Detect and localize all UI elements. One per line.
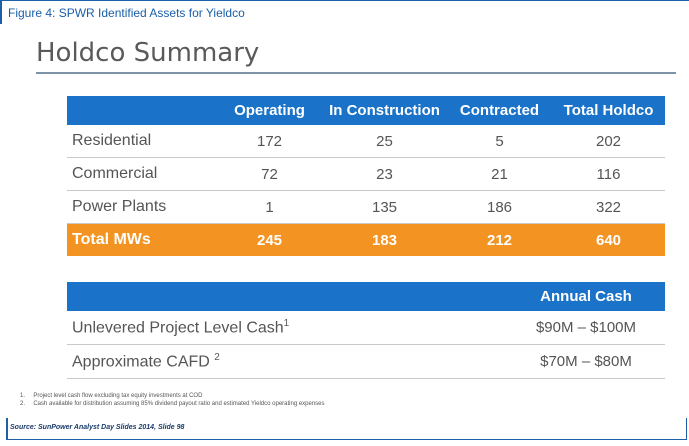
table-row: Residential 172 25 5 202 [67, 125, 665, 158]
total-label: Total MWs [67, 223, 217, 256]
total-value: 640 [552, 223, 665, 256]
cell-value: 1 [217, 190, 322, 224]
total-value: 212 [447, 223, 552, 256]
holdco-table: Operating In Construction Contracted Tot… [67, 96, 665, 256]
figure-caption-text: Figure 4: SPWR Identified Assets for Yie… [8, 6, 245, 20]
cell-value: 5 [447, 125, 552, 158]
holdco-table-header: Operating In Construction Contracted Tot… [67, 96, 665, 125]
footnote: 2. Cash available for distribution assum… [20, 401, 325, 407]
footnotes: 1. Project level cash flow excluding tax… [20, 392, 325, 408]
title-divider [36, 72, 676, 74]
header-cell-empty [67, 282, 507, 311]
total-value: 245 [217, 223, 322, 256]
header-cell-empty [67, 96, 217, 125]
cell-value: 21 [447, 157, 552, 191]
figure-caption: Figure 4: SPWR Identified Assets for Yie… [0, 0, 689, 24]
table-row: Commercial 72 23 21 116 [67, 157, 665, 191]
cell-value: 322 [552, 190, 665, 224]
cell-value: $70M – $80M [507, 344, 665, 379]
total-value: 183 [322, 223, 447, 256]
footnote-ref: 1 [283, 317, 290, 329]
row-label: Residential [67, 125, 217, 158]
cell-value: 202 [552, 125, 665, 158]
header-in-construction: In Construction [322, 96, 447, 125]
header-contracted: Contracted [447, 96, 552, 125]
row-label: Power Plants [67, 190, 217, 224]
source-box: Source: SunPower Analyst Day Slides 2014… [6, 418, 687, 440]
row-label-text: Unlevered Project Level Cash [72, 319, 284, 337]
cell-value: 116 [552, 157, 665, 191]
table-row: Approximate CAFD 2 $70M – $80M [67, 344, 665, 379]
slide-title: Holdco Summary [36, 38, 260, 68]
cell-value: 172 [217, 125, 322, 158]
row-label: Approximate CAFD 2 [67, 344, 507, 379]
table-row: Power Plants 1 135 186 322 [67, 190, 665, 224]
cell-value: 23 [322, 157, 447, 191]
source-text: Source: SunPower Analyst Day Slides 2014… [10, 424, 185, 431]
cell-value: 25 [322, 125, 447, 158]
footnote: 1. Project level cash flow excluding tax… [20, 393, 203, 399]
cell-value: $90M – $100M [507, 311, 665, 345]
cell-value: 186 [447, 190, 552, 224]
cell-value: 72 [217, 157, 322, 191]
cash-table: Annual Cash Unlevered Project Level Cash… [67, 282, 665, 379]
footnote-ref: 2 [214, 351, 220, 363]
row-label: Unlevered Project Level Cash1 [67, 311, 507, 345]
total-row: Total MWs 245 183 212 640 [67, 223, 665, 256]
table-row: Unlevered Project Level Cash1 $90M – $10… [67, 311, 665, 345]
cash-table-header: Annual Cash [67, 282, 665, 311]
row-label: Commercial [67, 157, 217, 191]
row-label-text: Approximate CAFD [72, 353, 210, 371]
header-operating: Operating [217, 96, 322, 125]
header-annual-cash: Annual Cash [507, 282, 665, 311]
header-total-holdco: Total Holdco [552, 96, 665, 125]
cell-value: 135 [322, 190, 447, 224]
